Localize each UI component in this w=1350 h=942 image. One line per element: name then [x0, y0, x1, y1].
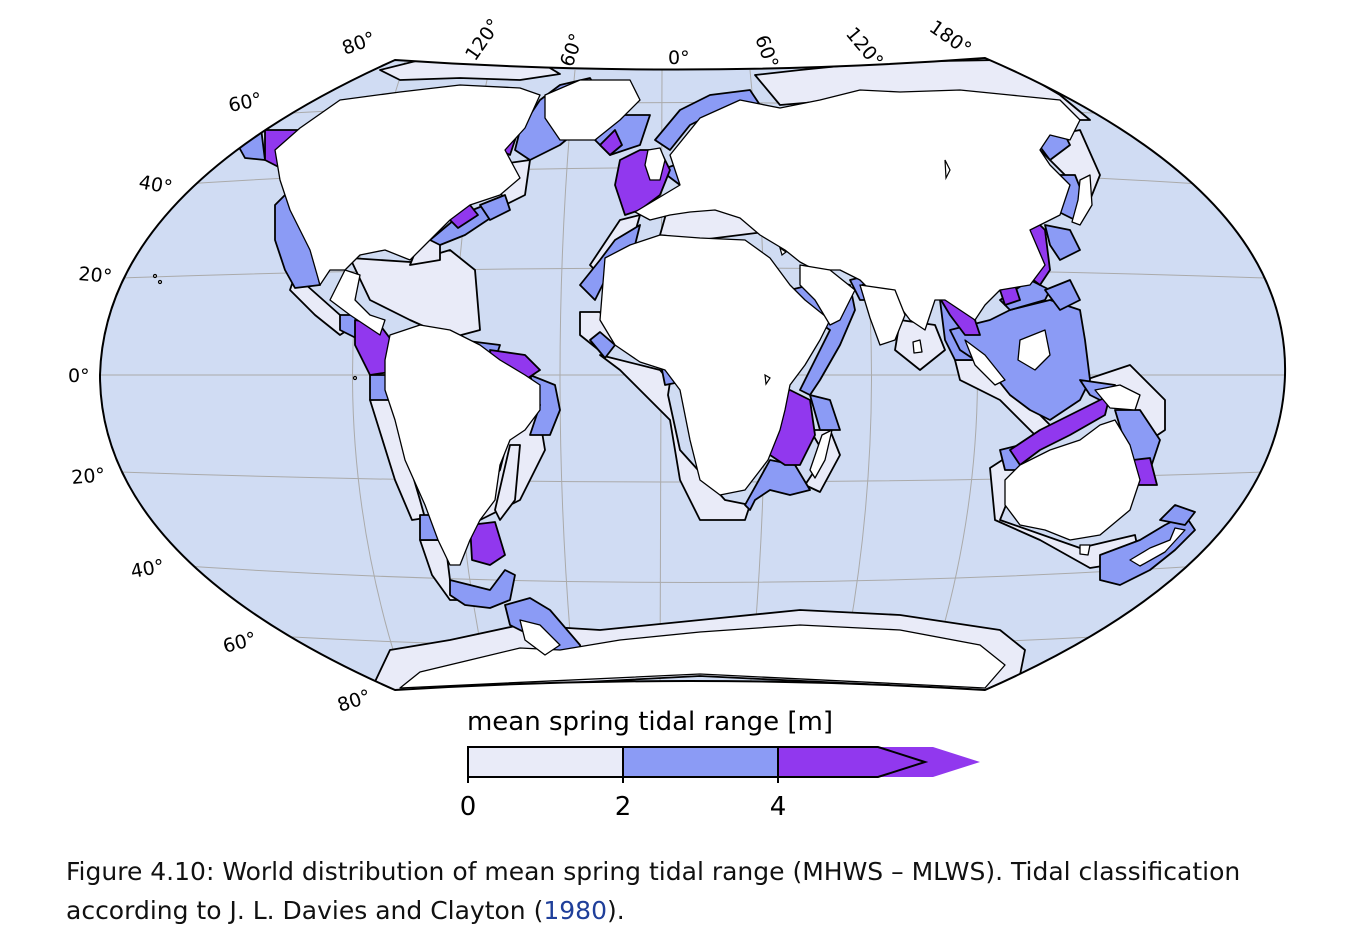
antarctica-landmass [399, 624, 1006, 689]
lat-label-5: 20° [71, 464, 106, 489]
borneo-landmass [1017, 329, 1051, 371]
lat-label-2: 40° [137, 171, 174, 199]
antarctic-peninsula-landmass [519, 619, 561, 656]
colorbar-ticks: 0 2 4 [460, 747, 787, 822]
caption-closing: ). [606, 896, 625, 925]
colorbar-tick-label-2: 2 [615, 792, 632, 822]
colorbar-bin-2 [623, 747, 778, 777]
greenland-landmass [544, 79, 641, 141]
sumatra-landmass [964, 339, 1006, 386]
eurasia-landmass [634, 89, 1081, 331]
caption-label: Figure 4.10: [66, 857, 215, 886]
continents [274, 79, 1186, 689]
lon-label-5: 60° [750, 32, 782, 71]
lon-label-4: 0° [668, 47, 690, 69]
lat-label-1: 60° [226, 88, 264, 117]
lon-label-2: 120° [461, 15, 505, 65]
sri-lanka-landmass [912, 339, 923, 354]
figure-caption: Figure 4.10: World distribution of mean … [66, 852, 1306, 930]
colorbar-bin-1 [468, 747, 623, 777]
india-landmass [859, 284, 906, 346]
colorbar-tick-label-3: 4 [770, 792, 787, 822]
south-america-landmass [384, 324, 541, 566]
colorbar-title: mean spring tidal range [m] [467, 707, 833, 737]
map-content [100, 59, 1285, 690]
lat-label-6: 40° [129, 555, 166, 583]
lat-label-7: 60° [221, 628, 259, 658]
japan-landmass [1071, 174, 1093, 226]
colorbar: mean spring tidal range [m] 0 2 4 [460, 707, 980, 822]
north-america-landmass [274, 84, 541, 286]
arabia-landmass [799, 264, 856, 326]
lon-label-7: 180° [925, 16, 975, 60]
lat-label-4: 0° [68, 365, 90, 387]
colorbar-tick-label-1: 0 [460, 792, 477, 822]
small-islands [152, 159, 951, 386]
australia-landmass [1004, 419, 1141, 541]
new-zealand-landmass [1129, 527, 1186, 567]
colorbar-bins [468, 747, 980, 777]
lat-label-8: 80° [335, 685, 374, 716]
lon-label-3: 60° [556, 31, 588, 70]
caption-text: World distribution of mean spring tidal … [66, 857, 1241, 925]
map-boundary [98, 56, 1287, 692]
africa-landmass [599, 234, 831, 496]
lon-label-1: 80° [339, 28, 378, 60]
central-america-landmass [329, 269, 386, 336]
caption-citation-link[interactable]: 1980 [543, 896, 607, 925]
new-guinea-landmass [1094, 384, 1141, 411]
tasmania-landmass [1079, 544, 1091, 556]
colorbar-bin-3 [778, 747, 980, 777]
madagascar-landmass [809, 429, 833, 479]
uk-ireland-landmass [644, 147, 666, 181]
lat-label-3: 20° [78, 263, 113, 288]
